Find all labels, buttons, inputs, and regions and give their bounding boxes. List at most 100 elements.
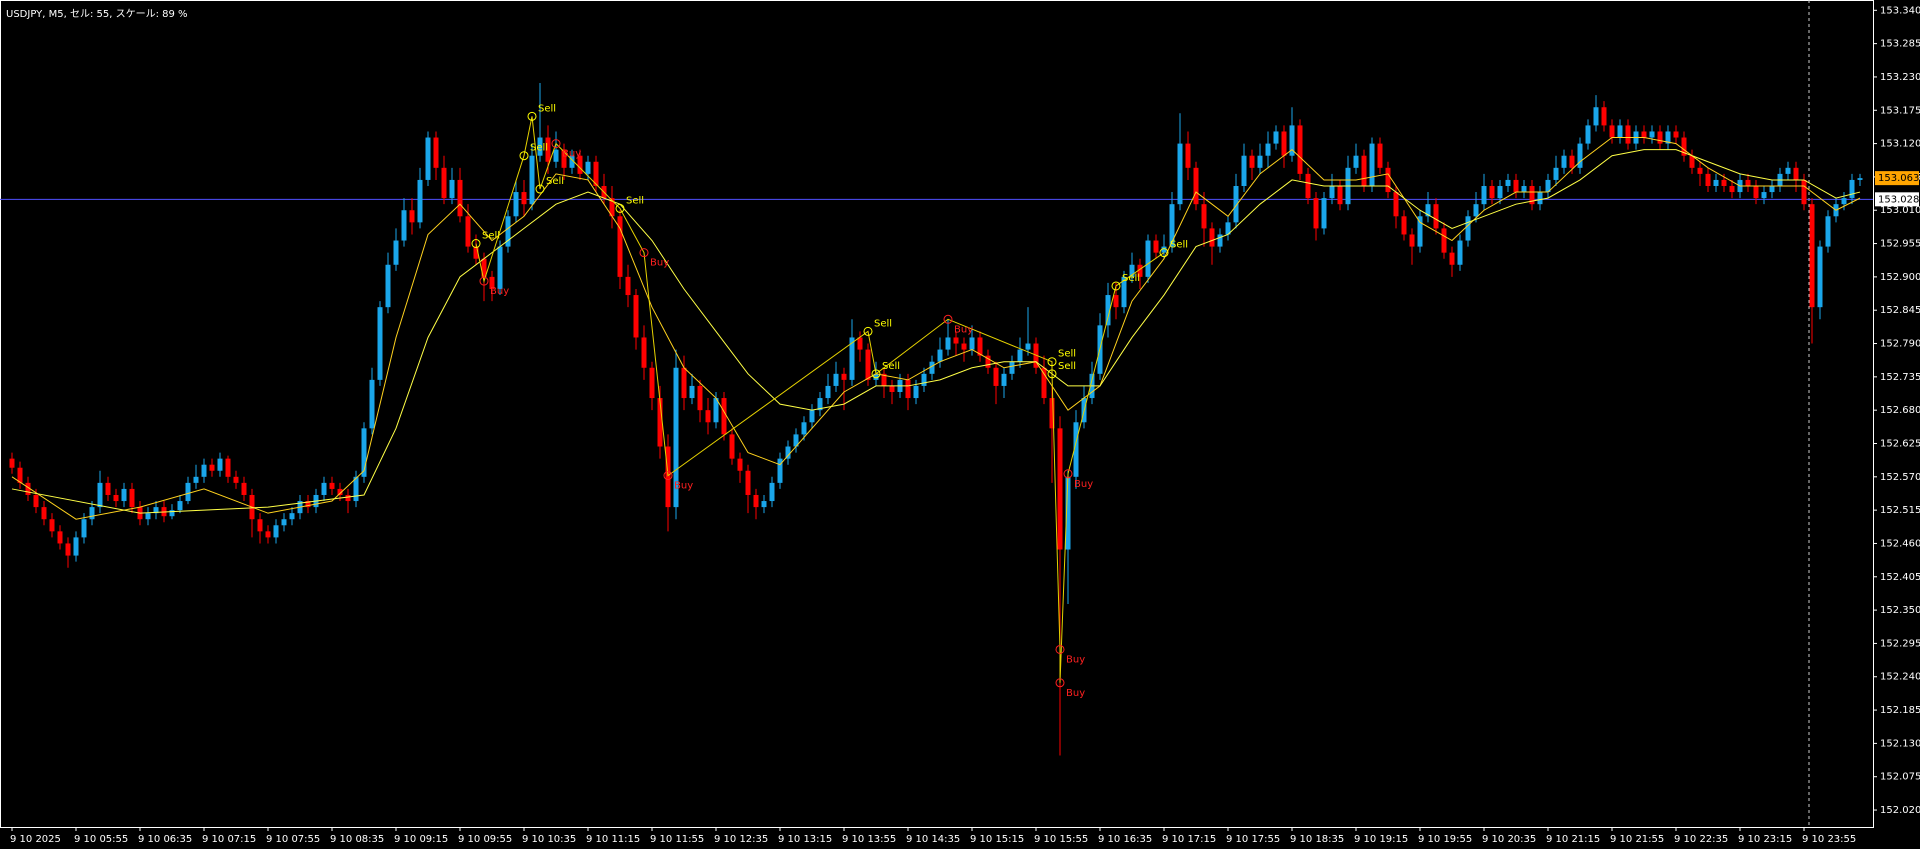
candle-body bbox=[449, 179, 455, 199]
candle-body bbox=[697, 385, 703, 411]
candle-body bbox=[513, 192, 519, 217]
y-tick-label: 153.340 bbox=[1880, 5, 1920, 16]
candle-body bbox=[793, 434, 799, 447]
candle-body bbox=[1233, 185, 1239, 223]
x-tick-label: 9 10 05:55 bbox=[74, 834, 128, 845]
candle-body bbox=[545, 137, 551, 162]
signal-marker bbox=[535, 184, 545, 194]
candle-body bbox=[1041, 367, 1047, 399]
x-tick-label: 9 10 2025 bbox=[10, 834, 61, 845]
signal-marker bbox=[527, 111, 537, 121]
y-tick-label: 152.735 bbox=[1880, 372, 1920, 383]
candle-body bbox=[121, 488, 127, 502]
candle-body bbox=[489, 276, 495, 289]
chart-title: USDJPY, M5, セル: 55, スケール: 89 % bbox=[6, 8, 188, 20]
signal-label: Sell bbox=[1058, 349, 1076, 360]
candle-body bbox=[129, 488, 135, 508]
y-tick-label: 152.460 bbox=[1880, 538, 1920, 549]
candle-body bbox=[585, 161, 591, 174]
y-tick-label: 152.185 bbox=[1880, 705, 1920, 716]
candle-body bbox=[385, 264, 391, 308]
candle-body bbox=[1465, 216, 1471, 241]
candle-body bbox=[1257, 155, 1263, 168]
x-tick-label: 9 10 20:35 bbox=[1482, 834, 1536, 845]
candle-body bbox=[1849, 179, 1855, 199]
candle-body bbox=[1809, 204, 1815, 308]
candle-body bbox=[425, 137, 431, 180]
candle-body bbox=[1673, 131, 1679, 138]
signal-marker bbox=[1047, 369, 1057, 379]
candle-body bbox=[1745, 179, 1751, 186]
candle-body bbox=[1449, 252, 1455, 265]
x-tick-label: 9 10 13:15 bbox=[778, 834, 832, 845]
candle-body bbox=[401, 210, 407, 241]
candle-body bbox=[1329, 185, 1335, 199]
candle-body bbox=[457, 179, 463, 217]
candle-body bbox=[777, 458, 783, 483]
candle-body bbox=[1561, 155, 1567, 168]
candle-body bbox=[1609, 125, 1615, 138]
candle-body bbox=[1409, 234, 1415, 247]
candle-body bbox=[1433, 204, 1439, 229]
signal-label: Buy bbox=[1066, 688, 1085, 699]
candle-body bbox=[1841, 198, 1847, 205]
price-marker-box bbox=[1875, 192, 1919, 207]
candle-body bbox=[1681, 137, 1687, 156]
candle-body bbox=[1281, 131, 1287, 156]
x-tick-label: 9 10 17:15 bbox=[1162, 834, 1216, 845]
candle-body bbox=[1665, 131, 1671, 144]
x-tick-label: 9 10 16:35 bbox=[1098, 834, 1152, 845]
candle-body bbox=[1729, 185, 1735, 193]
candle-body bbox=[329, 482, 335, 489]
candle-body bbox=[1593, 107, 1599, 126]
candle-body bbox=[801, 422, 807, 435]
candle-body bbox=[1857, 178, 1863, 180]
x-tick-label: 9 10 15:55 bbox=[1034, 834, 1088, 845]
candle-body bbox=[1601, 107, 1607, 126]
x-tick-label: 9 10 12:35 bbox=[714, 834, 768, 845]
y-tick-label: 152.790 bbox=[1880, 339, 1920, 350]
candle-body bbox=[905, 379, 911, 399]
candle-body bbox=[441, 167, 447, 199]
signal-marker bbox=[615, 203, 625, 213]
candle-body bbox=[633, 295, 639, 338]
candle-body bbox=[153, 507, 159, 514]
candle-body bbox=[665, 446, 671, 508]
candle-body bbox=[1473, 204, 1479, 217]
candle-body bbox=[1289, 125, 1295, 156]
candle-body bbox=[945, 337, 951, 350]
candle-body bbox=[937, 349, 943, 362]
candle-body bbox=[185, 482, 191, 502]
signal-marker bbox=[479, 276, 489, 286]
candle-body bbox=[1009, 361, 1015, 374]
y-tick-label: 152.680 bbox=[1880, 405, 1920, 416]
candle-body bbox=[609, 198, 615, 217]
candle-body bbox=[561, 149, 567, 168]
candle-body bbox=[289, 513, 295, 520]
candle-body bbox=[1265, 143, 1271, 156]
candle-body bbox=[649, 367, 655, 399]
y-tick-label: 153.285 bbox=[1880, 39, 1920, 50]
signal-line bbox=[475, 116, 1165, 683]
x-tick-label: 9 10 21:15 bbox=[1546, 834, 1600, 845]
candle-body bbox=[1073, 422, 1079, 477]
candle-body bbox=[857, 337, 863, 350]
signal-label: Sell bbox=[482, 231, 500, 242]
y-tick-label: 152.240 bbox=[1880, 672, 1920, 683]
candle-body bbox=[1169, 204, 1175, 247]
candle-body bbox=[1457, 240, 1463, 265]
signal-marker bbox=[551, 139, 561, 149]
x-tick-label: 9 10 07:15 bbox=[202, 834, 256, 845]
candle-body bbox=[873, 373, 879, 380]
signal-label: Buy bbox=[674, 481, 693, 492]
candle-body bbox=[953, 337, 959, 344]
candle-body bbox=[1017, 349, 1023, 362]
candle-body bbox=[569, 155, 575, 168]
signal-marker bbox=[863, 326, 873, 336]
y-tick-label: 153.120 bbox=[1880, 139, 1920, 150]
y-tick-label: 152.405 bbox=[1880, 572, 1920, 583]
candle-body bbox=[505, 216, 511, 247]
candle-body bbox=[57, 531, 63, 544]
candle-body bbox=[217, 458, 223, 471]
